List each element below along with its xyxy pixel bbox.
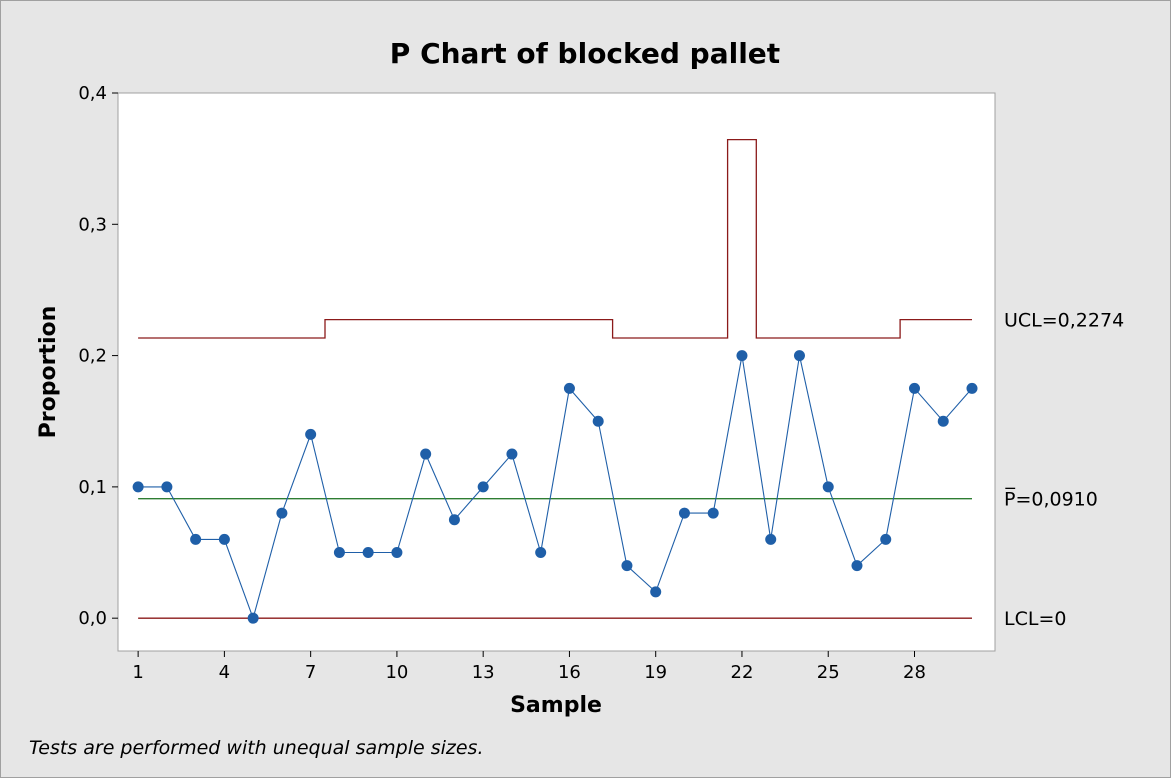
x-tick-label: 10	[385, 662, 408, 683]
x-tick-label: 19	[644, 662, 667, 683]
x-tick-label: 28	[903, 662, 926, 683]
y-axis-label: Proportion	[36, 306, 61, 439]
data-point	[966, 382, 978, 394]
y-tick-label: 0,0	[78, 608, 107, 629]
data-point	[161, 481, 173, 493]
data-point	[477, 481, 489, 493]
data-point	[707, 507, 719, 519]
x-tick-label: 4	[219, 662, 230, 683]
x-tick-label: 25	[817, 662, 840, 683]
data-point	[218, 533, 230, 545]
data-point	[448, 514, 460, 526]
data-series	[132, 350, 978, 624]
data-point	[765, 533, 777, 545]
data-point	[420, 448, 432, 460]
ucl-line	[138, 138, 972, 339]
data-point	[247, 612, 259, 624]
data-point	[190, 533, 202, 545]
data-point	[391, 547, 403, 559]
data-point	[333, 547, 345, 559]
center-line-label: P̅=0,0910	[1004, 486, 1098, 510]
y-tick-label: 0,1	[78, 477, 107, 498]
x-tick-label: 13	[472, 662, 495, 683]
footnote: Tests are performed with unequal sample …	[29, 737, 484, 759]
ucl-label: UCL=0,2274	[1004, 310, 1124, 332]
x-axis-label: Sample	[510, 693, 602, 718]
y-tick-label: 0,3	[78, 214, 107, 235]
data-point	[880, 533, 892, 545]
data-point	[362, 547, 374, 559]
x-tick-label: 22	[731, 662, 754, 683]
lcl-label: LCL=0	[1004, 608, 1066, 630]
data-point	[736, 350, 748, 362]
data-point	[132, 481, 144, 493]
chart-title: P Chart of blocked pallet	[390, 37, 780, 70]
axes: 0,0 0,1 0,2 0,3 0,4 1 4 7 10 13 16 19 22 25 28	[78, 83, 926, 683]
data-point	[793, 350, 805, 362]
data-point	[592, 415, 604, 427]
y-tick-label: 0,2	[78, 346, 107, 367]
data-point	[678, 507, 690, 519]
data-point	[851, 560, 863, 572]
series-line	[138, 355, 973, 621]
x-tick-label: 16	[558, 662, 581, 683]
data-point	[908, 382, 920, 394]
plot-area	[117, 92, 996, 652]
data-point	[822, 481, 834, 493]
x-tick-label: 7	[305, 662, 316, 683]
reference-labels: UCL=0,2274 P̅=0,0910 LCL=0	[1004, 310, 1124, 631]
data-point	[621, 560, 633, 572]
x-tick-label: 1	[132, 662, 143, 683]
data-point	[937, 415, 949, 427]
y-tick-label: 0,4	[78, 83, 107, 104]
data-point	[506, 448, 518, 460]
data-point	[563, 382, 575, 394]
data-point	[276, 507, 288, 519]
data-point	[650, 586, 662, 598]
data-point	[305, 428, 317, 440]
data-point	[535, 547, 547, 559]
